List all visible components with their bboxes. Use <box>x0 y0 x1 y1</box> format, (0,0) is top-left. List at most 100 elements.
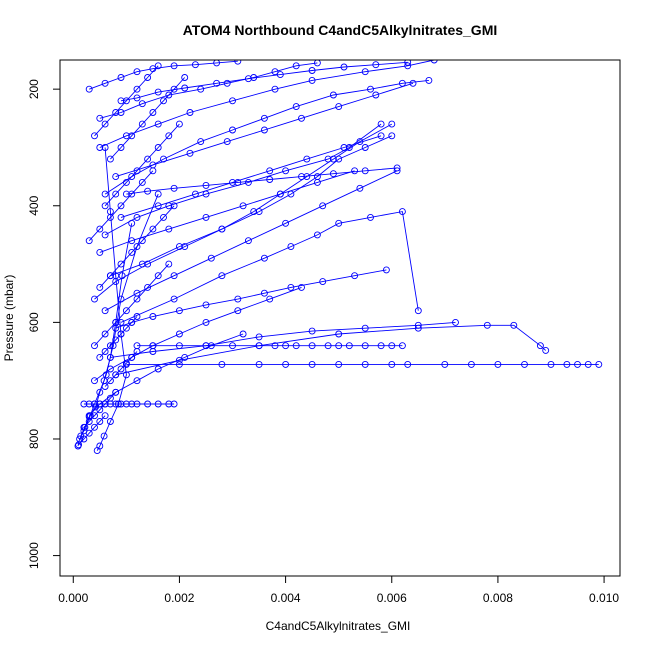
data-point <box>101 330 109 338</box>
data-point <box>202 342 210 350</box>
data-point <box>335 103 343 111</box>
data-point <box>202 181 210 189</box>
data-point <box>128 173 136 181</box>
data-point <box>122 132 130 140</box>
data-point <box>303 155 311 163</box>
data-point <box>133 243 141 251</box>
data-point <box>207 342 215 350</box>
data-point <box>298 283 305 291</box>
data-point <box>170 202 178 210</box>
data-point <box>377 342 385 350</box>
series-25 <box>106 74 189 163</box>
data-point <box>282 360 290 368</box>
data-point <box>329 91 337 99</box>
data-point <box>351 167 359 175</box>
data-point <box>202 213 210 221</box>
series-32 <box>117 60 412 105</box>
data-point <box>128 237 136 245</box>
data-point <box>282 342 290 350</box>
data-point <box>96 248 104 256</box>
data-point <box>165 260 173 268</box>
data-point <box>351 272 359 280</box>
data-point <box>229 97 236 105</box>
series-line <box>115 82 414 178</box>
data-point <box>244 75 252 83</box>
data-point <box>122 371 130 379</box>
series-20 <box>91 283 305 385</box>
data-point <box>335 330 343 338</box>
data-point <box>91 132 98 140</box>
data-point <box>382 266 390 274</box>
data-point <box>138 120 146 128</box>
series-line <box>83 391 117 428</box>
series-33 <box>122 164 401 198</box>
data-point <box>372 91 380 99</box>
data-point <box>100 432 108 440</box>
data-point <box>536 342 544 350</box>
data-point <box>133 167 141 175</box>
data-point <box>308 360 316 368</box>
data-point <box>467 360 475 368</box>
data-point <box>128 318 136 326</box>
data-point <box>234 307 242 315</box>
data-point <box>122 359 130 367</box>
data-point <box>144 260 152 268</box>
data-point <box>117 330 125 338</box>
data-point <box>202 318 210 326</box>
series-line <box>110 77 186 160</box>
data-point <box>393 167 401 175</box>
series-24 <box>101 120 183 210</box>
data-point <box>404 60 412 66</box>
data-point <box>292 342 300 350</box>
data-point <box>181 84 189 92</box>
data-point <box>425 76 433 84</box>
data-point <box>547 360 555 368</box>
data-point <box>175 120 183 128</box>
data-point <box>298 114 305 122</box>
data-point <box>91 377 98 385</box>
data-point <box>128 248 136 256</box>
data-point <box>144 283 152 291</box>
y-tick-label: 800 <box>27 429 41 449</box>
data-point <box>574 360 581 368</box>
data-point <box>175 307 183 315</box>
data-point <box>197 85 205 93</box>
data-point <box>149 225 157 233</box>
data-point <box>255 342 263 350</box>
series-line <box>89 60 238 90</box>
data-point <box>345 144 353 151</box>
plot-area <box>74 60 603 455</box>
data-point <box>175 330 183 338</box>
data-point <box>244 178 252 186</box>
data-point <box>101 231 109 239</box>
x-tick-label: 0.004 <box>271 591 301 605</box>
data-point <box>154 62 162 70</box>
data-point <box>361 68 369 76</box>
series-line <box>96 147 127 451</box>
data-point <box>287 283 295 291</box>
x-tick-label: 0.006 <box>377 591 407 605</box>
data-point <box>260 114 268 122</box>
data-point <box>117 109 125 116</box>
data-point <box>372 61 380 69</box>
data-point <box>122 190 130 198</box>
data-point <box>367 213 374 221</box>
data-point <box>170 62 178 70</box>
data-point <box>388 342 396 350</box>
data-point <box>335 342 343 350</box>
data-point <box>414 324 422 332</box>
data-point <box>165 91 173 99</box>
data-point <box>75 441 83 449</box>
data-point <box>96 418 104 425</box>
data-point <box>329 155 337 163</box>
data-point <box>101 400 109 408</box>
data-point <box>313 178 321 186</box>
data-point <box>154 144 162 151</box>
data-point <box>494 360 502 368</box>
data-point <box>271 85 279 93</box>
data-point <box>154 88 162 96</box>
data-point <box>191 61 199 69</box>
data-point <box>207 254 215 262</box>
data-point <box>266 176 274 183</box>
series-22 <box>91 260 173 350</box>
